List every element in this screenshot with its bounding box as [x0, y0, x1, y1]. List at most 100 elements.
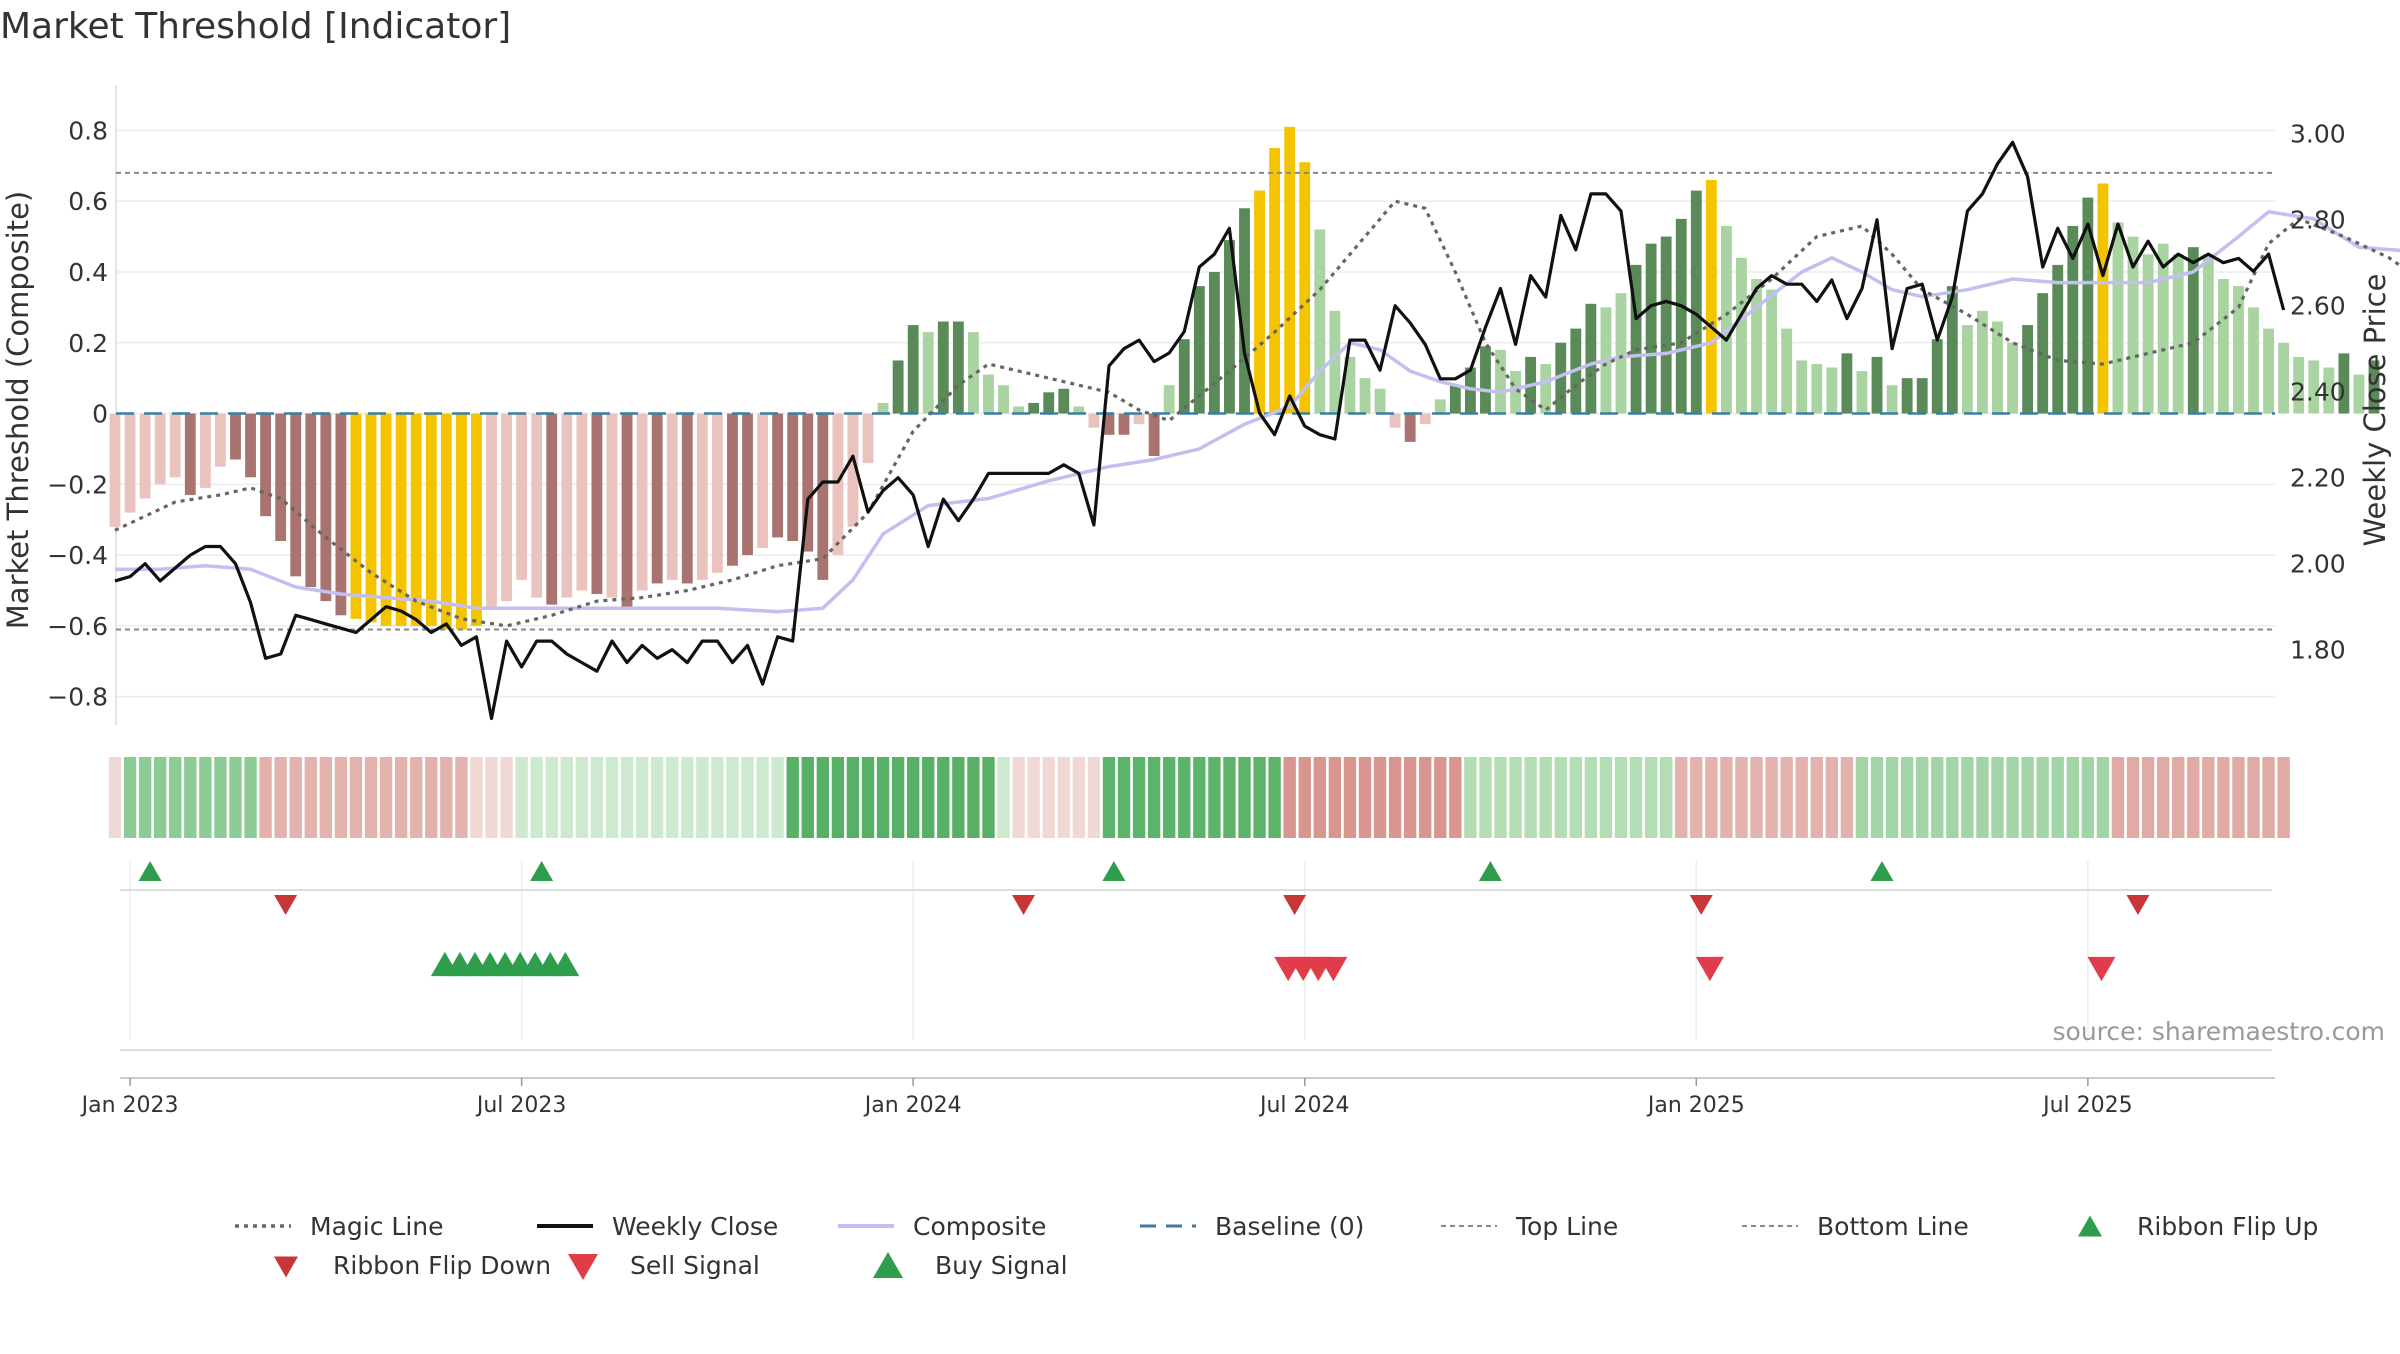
- composite-bar: [1540, 363, 1552, 414]
- ribbon-cell: [1464, 757, 1477, 838]
- x-axis-ticks: Jan 2023 Jul 2023 Jan 2024 Jul 2024 Jan 2025…: [80, 1078, 2133, 1118]
- ribbon-cell: [605, 757, 619, 838]
- y-tick-label: −0.4: [47, 541, 108, 570]
- composite-bar: [1961, 325, 1973, 414]
- composite-bar: [350, 413, 362, 619]
- legend-item: Ribbon Flip Down: [274, 1251, 551, 1280]
- ribbon-cell: [2277, 757, 2290, 838]
- ribbon-cell: [1524, 757, 1537, 838]
- composite-bar: [2353, 374, 2365, 414]
- composite-bar: [1299, 162, 1311, 414]
- ribbon-cell: [1750, 757, 1763, 838]
- composite-bar: [1856, 371, 1868, 414]
- ribbon-cell: [1810, 757, 1823, 838]
- composite-bar: [109, 413, 121, 527]
- ribbon-cell: [696, 757, 709, 838]
- sell-signal-marker: [1695, 956, 1724, 982]
- ribbon-cell: [891, 757, 905, 838]
- ribbon-cell: [1991, 757, 2004, 838]
- composite-bar: [757, 413, 768, 549]
- ribbon-cell: [485, 757, 498, 838]
- buy-signal-marker: [551, 951, 580, 977]
- chart-title: Market Threshold [Indicator]: [0, 6, 512, 47]
- composite-bar: [2157, 243, 2169, 414]
- composite-bar: [501, 413, 512, 602]
- ribbon-cell: [711, 757, 724, 838]
- ribbon-cell: [1283, 757, 1296, 838]
- ribbon-cell: [876, 757, 890, 838]
- composite-bar: [606, 413, 618, 598]
- composite-bar: [215, 413, 226, 467]
- composite-bars: [109, 126, 2380, 630]
- composite-bar: [380, 413, 392, 626]
- composite-bar: [1314, 229, 1326, 414]
- composite-bar: [486, 413, 497, 609]
- composite-bar: [2248, 307, 2259, 414]
- composite-bar: [395, 413, 407, 626]
- ribbon-cell: [1449, 757, 1462, 838]
- composite-line: [115, 210, 2400, 614]
- ribbon-cell: [1931, 757, 1944, 838]
- legend-swatch: [873, 1251, 903, 1279]
- ribbon-cell: [1253, 757, 1266, 838]
- ribbon-cell: [364, 757, 378, 838]
- ribbon-cell: [1660, 757, 1673, 838]
- composite-bar: [1766, 289, 1778, 414]
- ribbon-cell: [2172, 757, 2185, 838]
- composite-bar: [1329, 310, 1341, 414]
- ribbon-cell: [1087, 757, 1101, 838]
- composite-bar: [847, 413, 859, 527]
- composite-bar: [1736, 257, 1747, 414]
- composite-bar: [2172, 254, 2184, 414]
- ribbon-cell: [1614, 757, 1628, 838]
- ribbon-cell: [1434, 757, 1447, 838]
- ribbon-cell: [681, 757, 694, 838]
- ribbon-cell: [922, 757, 935, 838]
- ribbon-cell: [967, 757, 980, 838]
- composite-bar: [531, 413, 543, 598]
- composite-bar: [1419, 413, 1431, 425]
- composite-bar: [892, 360, 904, 414]
- composite-bar: [1675, 218, 1687, 414]
- composite-bar: [305, 413, 317, 587]
- ribbon-cell: [846, 757, 860, 838]
- ribbon-cell: [1373, 757, 1387, 838]
- ribbon-cell: [2096, 757, 2110, 838]
- composite-bar: [546, 413, 558, 605]
- y-tick-label: −0.8: [47, 683, 108, 712]
- ribbon-cell: [2202, 757, 2215, 838]
- legend: Magic Line Weekly Close Composite Baseline …: [235, 1212, 2318, 1281]
- ribbon-cell: [1419, 757, 1432, 838]
- ribbon-cell: [786, 757, 799, 838]
- legend-item: Top Line: [1441, 1212, 1618, 1241]
- ribbon-cell: [394, 757, 408, 838]
- composite-bar: [832, 413, 844, 556]
- composite-bar: [1811, 363, 1823, 414]
- legend-item: Weekly Close: [537, 1212, 778, 1241]
- ribbon-cell: [1885, 757, 1899, 838]
- ribbon-cell: [2006, 757, 2019, 838]
- composite-bar: [2202, 254, 2214, 414]
- x-tick-label: Jan 2024: [863, 1093, 962, 1118]
- composite-bar: [1163, 385, 1175, 414]
- composite-bar: [1088, 413, 1100, 428]
- ribbon-cell: [515, 757, 528, 838]
- composite-bar: [1404, 413, 1416, 442]
- ribbon-cell: [470, 757, 483, 838]
- ribbon-cell: [1554, 757, 1567, 838]
- composite-bar: [1871, 356, 1883, 414]
- composite-bar: [1751, 279, 1762, 414]
- magic-line: [114, 199, 2400, 628]
- composite-bar: [2368, 360, 2380, 414]
- ribbon-cell: [319, 757, 333, 838]
- composite-bar: [666, 413, 678, 580]
- composite-bar: [968, 332, 979, 414]
- composite-bar: [290, 413, 302, 577]
- composite-bar: [983, 374, 994, 414]
- composite-bar: [425, 413, 437, 626]
- legend-swatch: [568, 1253, 598, 1281]
- legend-label: Baseline (0): [1215, 1212, 1364, 1241]
- composite-bar: [1133, 413, 1145, 425]
- ribbon-cell: [1313, 757, 1326, 838]
